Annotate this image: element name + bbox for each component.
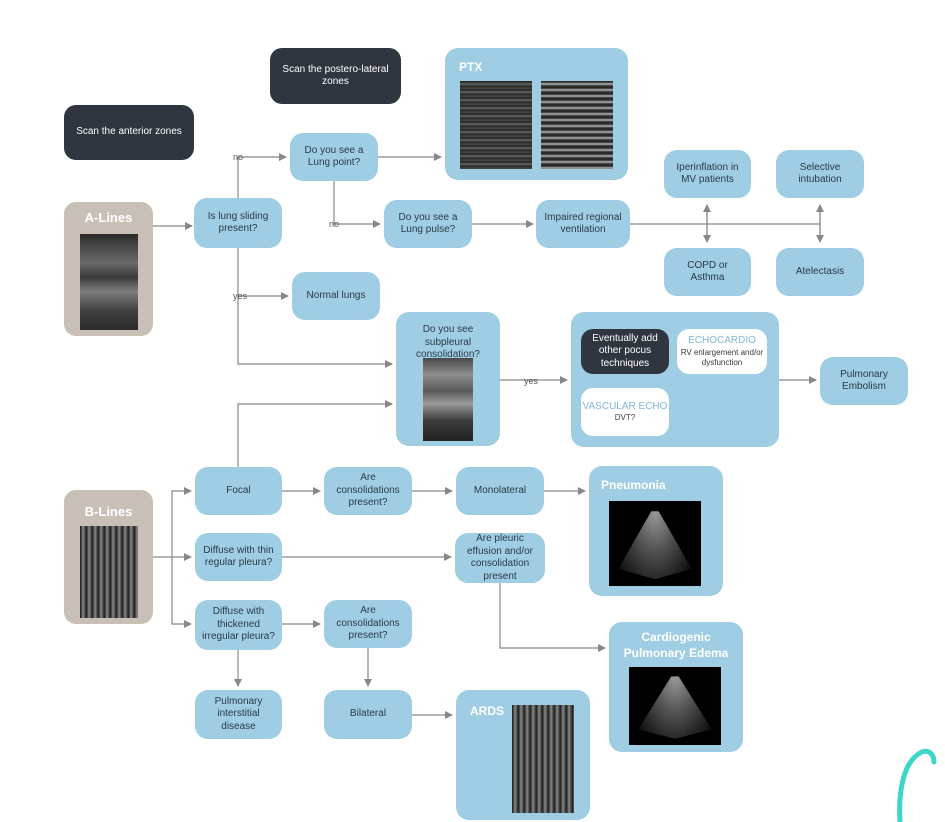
subpleural-ultrasound-image	[423, 358, 473, 441]
pulmonary-interstitial-disease-node: Pulmonary interstitial disease	[195, 690, 282, 739]
edge-label-no-lung-pulse: no	[329, 219, 340, 229]
b-lines-panel: B-Lines	[64, 490, 153, 624]
add-pocus-techniques-box: Eventually add other pocus techniques	[581, 329, 669, 374]
edge-label-yes-subpleural: yes	[524, 376, 539, 386]
a-lines-title: A-Lines	[84, 210, 133, 225]
edge-label-no-lung-point: no	[233, 152, 244, 162]
bilateral-node: Bilateral	[324, 690, 412, 739]
focal-node: Focal	[195, 467, 282, 515]
pulmonary-embolism-node: Pulmonary Embolism	[820, 357, 908, 405]
diffuse-thick-pleura-node: Diffuse with thickened irregular pleura?	[195, 600, 282, 650]
vascular-echo-text: DVT?	[614, 413, 636, 423]
conn-sliding-normal	[237, 248, 289, 300]
pneumonia-ultrasound-image	[609, 501, 701, 586]
cardiogenic-edema-title: Cardiogenic Pulmonary Edema	[623, 630, 729, 660]
cardiogenic-edema-panel: Cardiogenic Pulmonary Edema	[609, 622, 743, 752]
normal-lungs-node: Normal lungs	[292, 272, 380, 320]
scan-postero-lateral-header: Scan the postero-lateral zones	[270, 48, 401, 104]
conn-effusion-edema	[499, 583, 606, 652]
monolateral-node: Monolateral	[456, 467, 544, 515]
lung-sliding-question: Is lung sliding present?	[194, 198, 282, 248]
b-lines-ultrasound-image	[80, 526, 138, 618]
ptx-panel: PTX	[445, 48, 628, 180]
selective-intubation-node: Selective intubation	[776, 150, 864, 198]
echocardio-text: RV enlargement and/or dysfunction	[680, 347, 764, 367]
edge-label-yes-normal: yes	[233, 291, 248, 301]
teal-accent-mark	[897, 748, 937, 822]
conn-blines-branch	[153, 487, 192, 558]
atelectasis-node: Atelectasis	[776, 248, 864, 296]
vascular-echo-box: VASCULAR ECHO DVT?	[581, 388, 669, 436]
ards-ultrasound-image	[512, 705, 574, 813]
consolidations-question-2: Are consolidations present?	[324, 600, 412, 648]
lung-point-question: Do you see a Lung point?	[290, 133, 378, 181]
pocus-panel: Eventually add other pocus techniques EC…	[571, 312, 779, 447]
a-lines-ultrasound-image	[80, 234, 138, 330]
subpleural-question: Do you see subpleural consolidation?	[416, 324, 480, 360]
consolidations-question-1: Are consolidations present?	[324, 467, 412, 515]
lung-pulse-question: Do you see a Lung pulse?	[384, 200, 472, 248]
ptx-m-mode-image	[541, 81, 613, 169]
conn-sliding-up	[237, 153, 287, 198]
conn-focal-subpleural	[237, 400, 393, 467]
ptx-title: PTX	[459, 60, 483, 74]
vascular-echo-title: VASCULAR ECHO	[582, 400, 668, 412]
edema-sector-scan	[638, 676, 712, 739]
conn-lungpoint-down	[333, 181, 381, 228]
subpleural-consolidation-panel: Do you see subpleural consolidation?	[396, 312, 500, 446]
diffuse-thin-pleura-node: Diffuse with thin regular pleura?	[195, 533, 282, 581]
pleuric-effusion-question: Are pleuric effusion and/or consolidatio…	[455, 533, 545, 583]
iperinflation-node: Iperinflation in MV patients	[664, 150, 751, 198]
echocardio-box: ECHOCARDIO RV enlargement and/or dysfunc…	[677, 329, 767, 374]
copd-asthma-node: COPD or Asthma	[664, 248, 751, 296]
pneumonia-title: Pneumonia	[601, 478, 666, 492]
conn-blines-thick	[171, 557, 192, 628]
impaired-ventilation-node: Impaired regional ventilation	[536, 200, 630, 248]
a-lines-panel: A-Lines	[64, 202, 153, 336]
ptx-ultrasound-image	[460, 81, 532, 169]
pneumonia-sector-scan	[618, 511, 692, 580]
ards-panel: ARDS	[456, 690, 590, 820]
pneumonia-panel: Pneumonia	[589, 466, 723, 596]
cardiogenic-edema-ultrasound-image	[629, 667, 721, 745]
conn-sliding-subpleural	[237, 296, 393, 368]
scan-anterior-header: Scan the anterior zones	[64, 105, 194, 160]
ards-title: ARDS	[470, 704, 505, 718]
b-lines-title: B-Lines	[84, 504, 133, 519]
echocardio-title: ECHOCARDIO	[688, 335, 756, 347]
